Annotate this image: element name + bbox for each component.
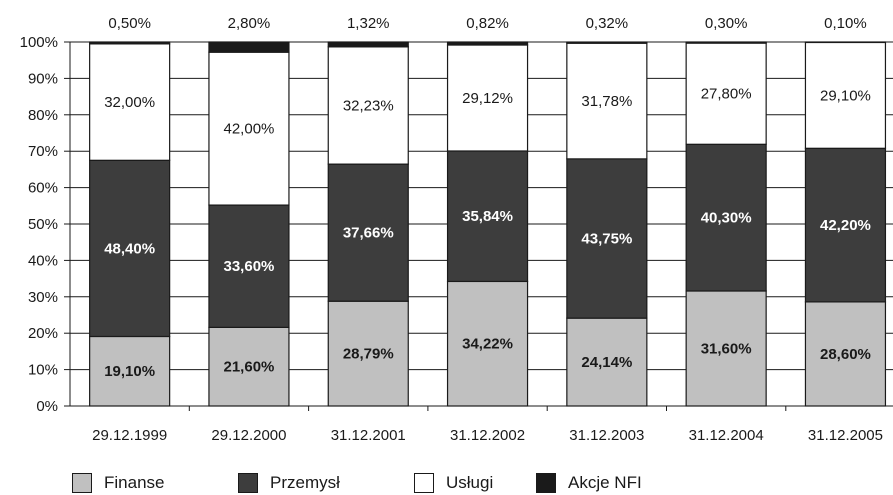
data-label: 29,10% xyxy=(820,87,871,104)
data-label: 21,60% xyxy=(224,359,275,376)
y-tick-label: 30% xyxy=(28,289,58,306)
x-tick-label: 29.12.2000 xyxy=(211,427,286,444)
bar-segment xyxy=(208,326,290,407)
data-label: 32,00% xyxy=(104,94,155,111)
x-tick-label: 31.12.2004 xyxy=(689,427,764,444)
data-label: 31,60% xyxy=(701,340,752,357)
data-label: 24,14% xyxy=(581,354,632,371)
x-tick-label: 31.12.2002 xyxy=(450,427,525,444)
bar-segment xyxy=(685,41,767,44)
y-tick-label: 10% xyxy=(28,362,58,379)
y-tick-label: 0% xyxy=(36,398,58,415)
stacked-bar-chart: 0% 10% 20% 30% 40% 50% 60% 70% 80% 90% 100% 19,10% 4… xyxy=(20,15,893,444)
legend-label-przemysl: Przemysł xyxy=(270,472,340,492)
x-tick-label: 31.12.2005 xyxy=(808,427,883,444)
y-tick-label: 20% xyxy=(28,325,58,342)
data-label: 34,22% xyxy=(462,336,513,353)
bar-segment xyxy=(566,158,648,319)
data-label: 32,23% xyxy=(343,97,394,114)
data-label: 37,66% xyxy=(343,225,394,242)
legend-swatch-uslugi xyxy=(414,472,434,493)
data-label: 40,30% xyxy=(701,210,752,227)
data-label: 27,80% xyxy=(701,86,752,103)
bar-segment xyxy=(446,150,529,283)
data-label: 28,60% xyxy=(820,346,871,363)
bar-segment xyxy=(446,41,529,46)
legend-label-akcje-nfi: Akcje NFI xyxy=(568,472,642,492)
bar-segment xyxy=(327,46,409,165)
bar-segment xyxy=(804,147,887,303)
bar-segment xyxy=(566,317,648,407)
legend-label-uslugi: Usługi xyxy=(446,472,494,492)
data-label: 42,00% xyxy=(224,121,275,138)
bar-segment xyxy=(208,41,290,53)
bar-segment xyxy=(804,41,887,44)
y-tick-label: 90% xyxy=(28,70,58,87)
y-tick-label: 60% xyxy=(28,180,58,197)
data-label: 0,50% xyxy=(108,15,151,32)
legend-item-uslugi: Usługi xyxy=(414,470,493,495)
legend-item-finanse: Finanse xyxy=(72,470,164,495)
legend-swatch-akcje-nfi xyxy=(536,472,556,493)
bar-segment xyxy=(89,159,171,338)
y-tick-label: 40% xyxy=(28,252,58,269)
bar-segment xyxy=(685,290,767,407)
y-tick-label: 80% xyxy=(28,107,58,124)
data-label: 33,60% xyxy=(224,258,275,275)
data-label: 35,84% xyxy=(462,208,513,225)
bar-segment xyxy=(89,41,171,45)
bar-segment xyxy=(685,143,767,292)
data-label: 2,80% xyxy=(228,15,271,32)
data-label: 42,20% xyxy=(820,217,871,234)
x-tick-label: 31.12.2003 xyxy=(569,427,644,444)
data-label: 1,32% xyxy=(347,15,390,32)
data-label: 28,79% xyxy=(343,346,394,363)
data-label: 0,10% xyxy=(824,15,867,32)
bar-segment xyxy=(89,335,171,407)
data-label: 29,12% xyxy=(462,90,513,107)
y-tick-label: 70% xyxy=(28,143,58,160)
data-label: 0,30% xyxy=(705,15,748,32)
legend-item-przemysl: Przemysł xyxy=(238,470,340,495)
bar-segment xyxy=(566,42,648,160)
bar-segment xyxy=(327,41,409,48)
data-label: 43,75% xyxy=(581,231,632,248)
y-tick-label: 100% xyxy=(20,34,58,51)
bar-segment xyxy=(566,41,648,44)
bar-segment xyxy=(685,42,767,145)
y-tick-label: 50% xyxy=(28,216,58,233)
bar-segment xyxy=(208,204,290,328)
legend-swatch-finanse xyxy=(72,472,92,493)
legend-label-finanse: Finanse xyxy=(104,472,165,492)
bar-segment xyxy=(804,301,887,407)
bar-segment xyxy=(446,44,529,152)
data-label: 19,10% xyxy=(104,363,155,380)
data-label: 0,82% xyxy=(466,15,509,32)
x-tick-label: 29.12.1999 xyxy=(92,427,167,444)
chart-legend: Finanse Przemysł Usługi Akcje NFI xyxy=(0,470,893,495)
data-label: 0,32% xyxy=(586,15,629,32)
bar-segment xyxy=(446,280,529,407)
data-label: 31,78% xyxy=(581,93,632,110)
legend-swatch-przemysl xyxy=(238,472,258,493)
data-label: 48,40% xyxy=(104,240,155,257)
x-tick-label: 31.12.2001 xyxy=(331,427,406,444)
bar-segment xyxy=(327,300,409,407)
legend-item-akcje-nfi: Akcje NFI xyxy=(536,470,642,495)
